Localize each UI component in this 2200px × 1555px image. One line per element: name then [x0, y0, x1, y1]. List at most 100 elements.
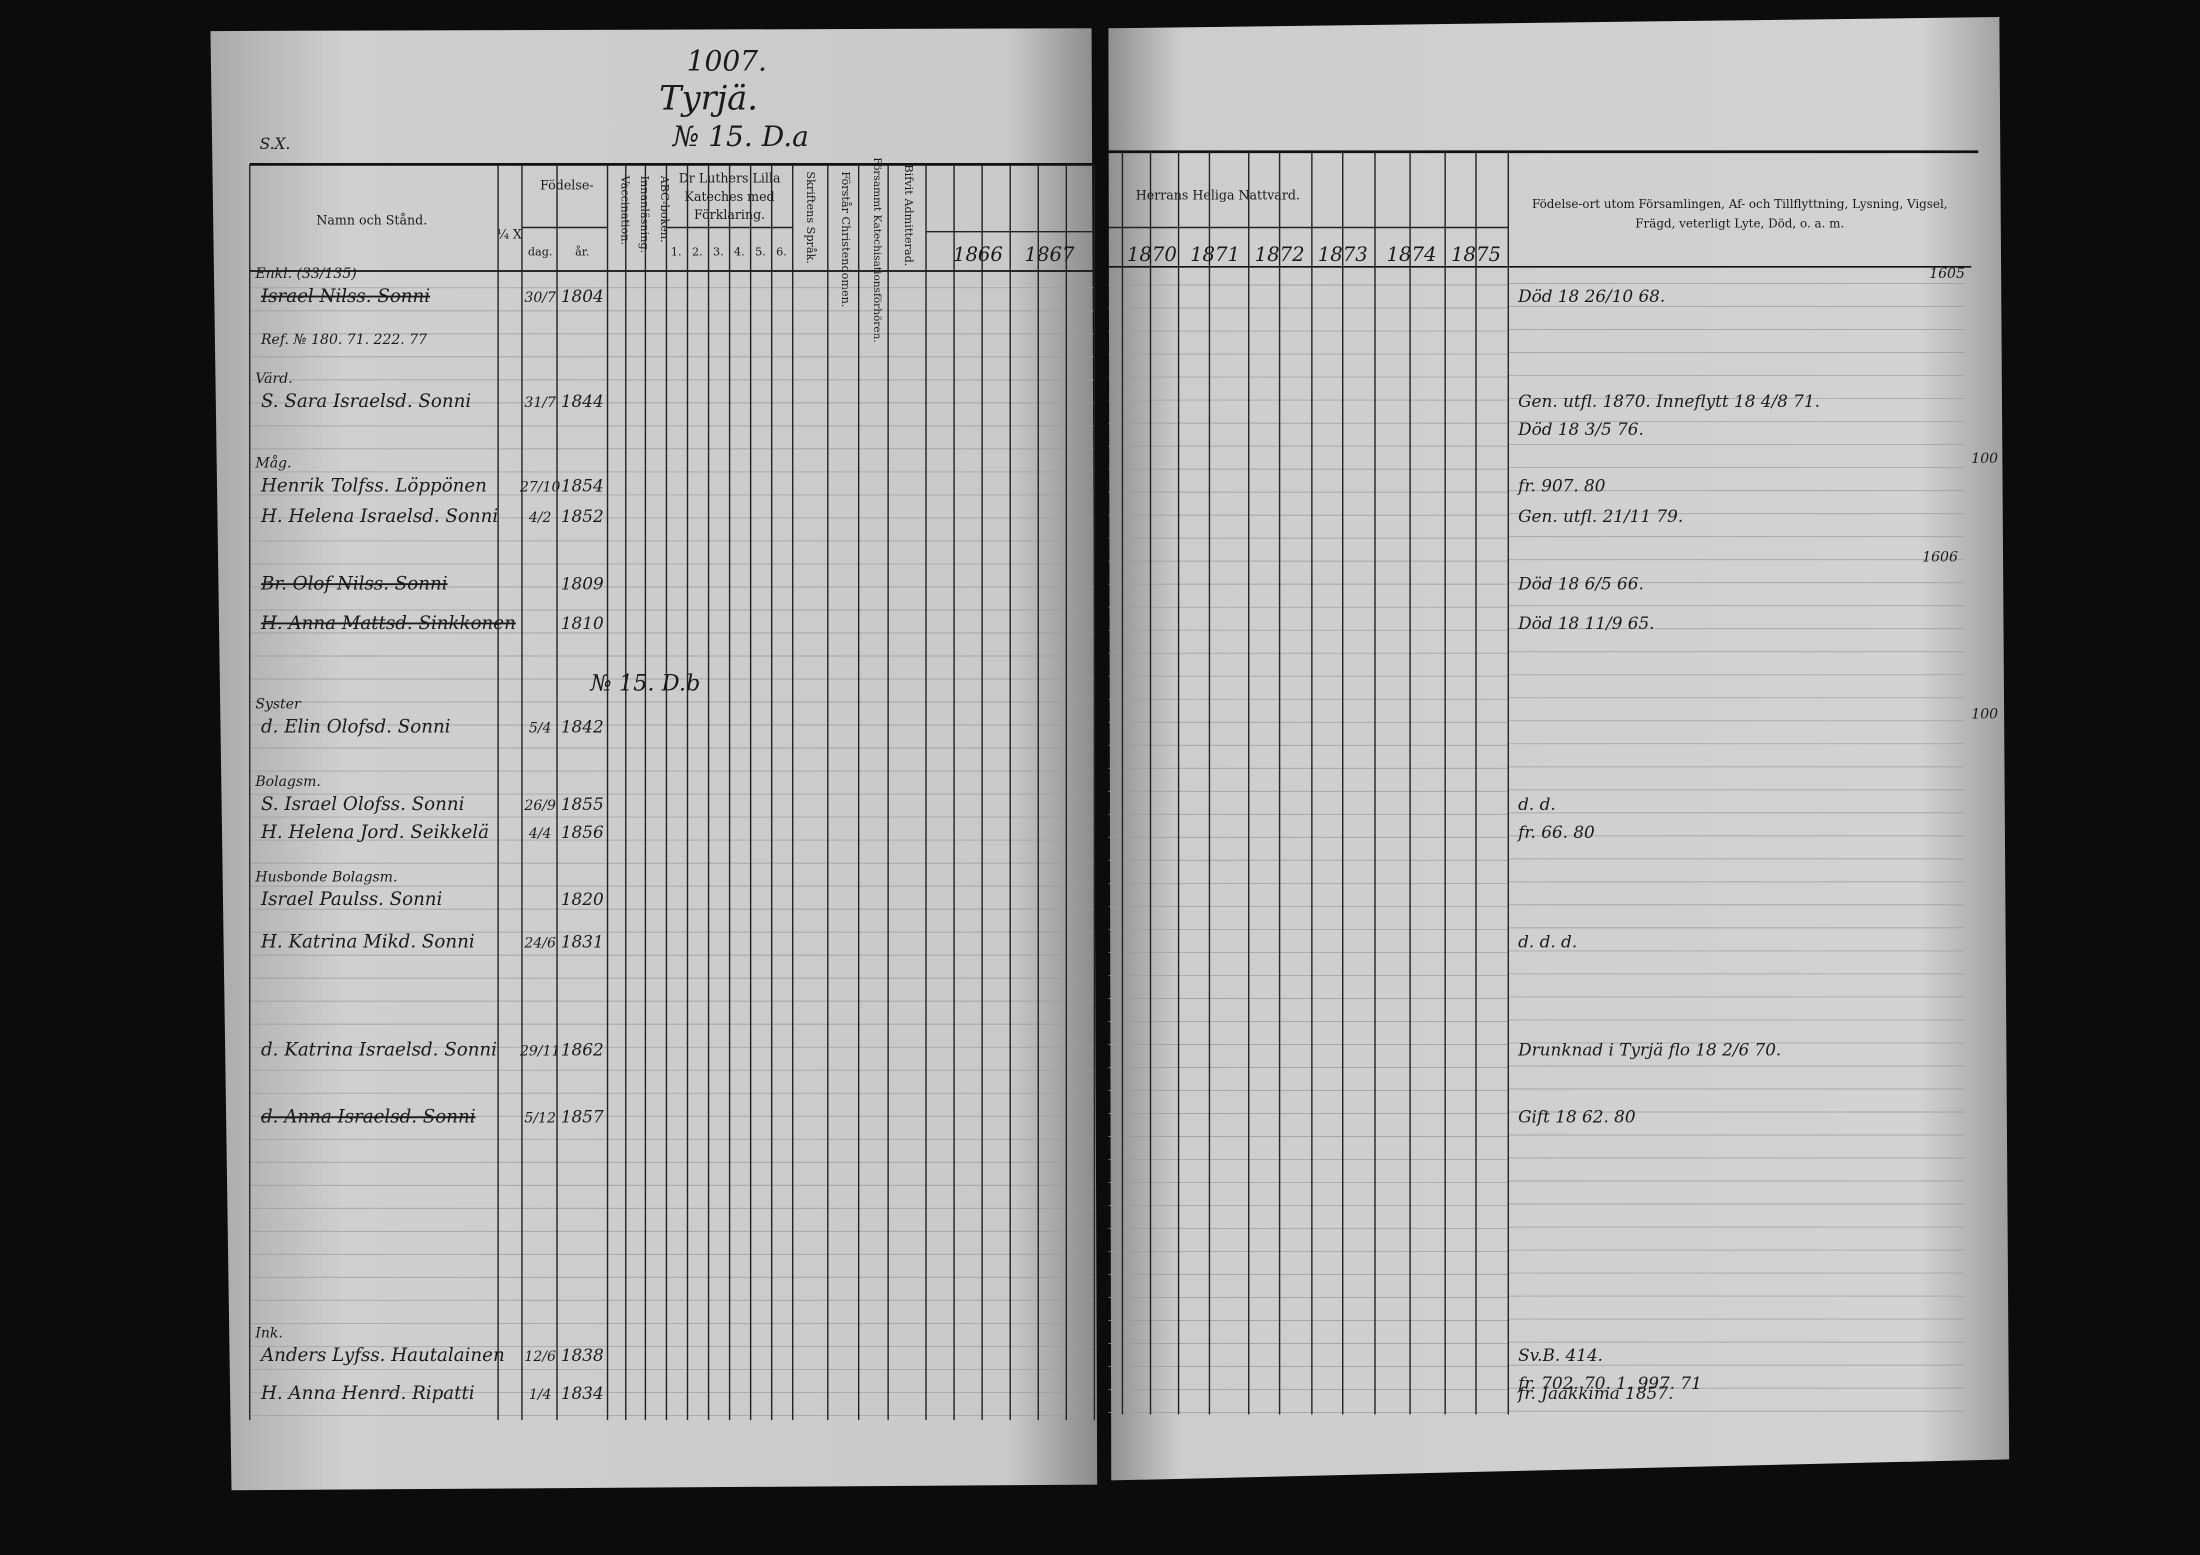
birth-day: 4/2 — [528, 510, 552, 526]
column-header: 1. — [671, 246, 682, 259]
person-name: S. Sara Israelsd. Sonni — [261, 391, 471, 412]
birth-day: 5/4 — [529, 721, 552, 737]
person-name: Israel Paulss. Sonni — [260, 889, 442, 910]
column-header: Herrans Heliga Nattvard. — [1136, 187, 1300, 202]
margin-number: 100 — [1971, 451, 1998, 467]
birth-year: 1862 — [561, 1039, 604, 1059]
column-header: Namn och Stånd. — [316, 213, 427, 228]
birth-year: 1856 — [561, 822, 604, 842]
birth-year: 1809 — [561, 573, 604, 593]
person-title: Värd. — [255, 371, 292, 387]
column-header: ABC-boken. — [658, 175, 671, 243]
year-header: 1866 — [953, 243, 1003, 266]
note: Död 18 11/9 65. — [1517, 613, 1654, 633]
margin-number: 100 — [1971, 707, 1998, 723]
person-name: Israel Nilss. Sonni — [260, 286, 430, 307]
column-header: Förstår Christendomen. — [839, 171, 852, 307]
person-title: Ink. — [254, 1325, 283, 1341]
birth-year: 1857 — [561, 1107, 604, 1127]
person-name: H. Helena Jord. Seikkelä — [260, 822, 489, 843]
birth-year: 1844 — [561, 391, 604, 411]
person-name: Anders Lyfss. Hautalainen — [259, 1345, 505, 1366]
note: Död 18 3/5 76. — [1517, 419, 1644, 439]
page-number: 1007. — [687, 44, 767, 77]
person-name: H. Helena Israelsd. Sonni — [260, 506, 498, 527]
note: Gen. utfl. 1870. Inneflytt 18 4/8 71. — [1518, 391, 1820, 411]
birth-year: 1855 — [561, 794, 604, 814]
birth-year: 1820 — [561, 889, 604, 909]
person-name: Henrik Tolfss. Löppönen — [260, 475, 487, 496]
person-name: d. Katrina Israelsd. Sonni — [261, 1039, 497, 1060]
year-header: 1867 — [1025, 243, 1075, 266]
year-header: 1874 — [1387, 243, 1437, 266]
margin-number: 1605 — [1929, 266, 1965, 282]
birth-year: 1854 — [561, 475, 604, 495]
column-header: 6. — [776, 246, 787, 259]
person-title: Syster — [255, 697, 302, 713]
column-header: 3. — [713, 246, 724, 259]
birth-day: 26/9 — [523, 798, 556, 814]
column-header: Bifvit Admitterad. — [902, 164, 915, 266]
note: Gen. utfl. 21/11 79. — [1518, 506, 1683, 526]
birth-day: 24/6 — [523, 935, 556, 951]
birth-year: 1842 — [561, 717, 604, 737]
note: Sv.B. 414. — [1518, 1345, 1603, 1365]
birth-day: 4/4 — [528, 826, 552, 842]
year-header: 1870 — [1127, 243, 1177, 266]
column-header: Frägd, veterligt Lyte, Död, o. a. m. — [1635, 217, 1844, 231]
note: Drunknad i Tyrjä flo 18 2/6 70. — [1517, 1039, 1781, 1059]
year-header: 1871 — [1190, 243, 1240, 266]
column-header: Försammt Katechisationsförhören. — [871, 157, 883, 342]
person-name: Br. Olof Nilss. Sonni — [260, 573, 448, 594]
column-header: 4. — [734, 246, 745, 259]
birth-year: 1804 — [561, 286, 604, 306]
birth-year: 1838 — [561, 1345, 604, 1365]
house-number: № 15. D.a — [672, 120, 809, 153]
right-page — [1108, 17, 2010, 1481]
note: d. d. — [1518, 794, 1556, 814]
column-header: Skriftens Språk. — [804, 171, 817, 264]
section-label: № 15. D.b — [589, 671, 700, 697]
birth-day: 31/7 — [524, 395, 556, 411]
column-header: Innanläsning. — [638, 176, 651, 254]
birth-day: 29/11 — [519, 1043, 560, 1059]
person-name: H. Anna Henrd. Ripatti — [260, 1383, 475, 1404]
margin-number: 1606 — [1922, 549, 1958, 565]
birth-day: 30/7 — [524, 290, 556, 306]
note: fr. 702. 70. 1. 997. 71 — [1516, 1373, 1702, 1393]
village: Tyrjä. — [659, 79, 758, 118]
column-header: dag. — [528, 246, 553, 259]
column-header: 5. — [755, 246, 766, 259]
person-name: d. Elin Olofsd. Sonni — [261, 717, 451, 738]
birth-day: 5/12 — [524, 1111, 556, 1127]
left-page — [210, 28, 1098, 1491]
person-title: Enkl. (33/135) — [254, 266, 356, 282]
column-header: 2. — [692, 246, 703, 259]
person-name: H. Anna Mattsd. Sinkkonen — [260, 613, 516, 634]
year-header: 1875 — [1451, 243, 1501, 266]
note: fr. 66. 80 — [1516, 822, 1595, 842]
person-title: Måg. — [254, 454, 291, 471]
birth-year: 1834 — [561, 1383, 604, 1403]
birth-year: 1810 — [561, 613, 604, 633]
birth-day: 27/10 — [519, 479, 560, 495]
note: Gift 18 62. 80 — [1518, 1107, 1636, 1127]
note: fr. 907. 80 — [1516, 475, 1606, 495]
year-header: 1872 — [1255, 243, 1305, 266]
person-name: Ref. № 180. 71. 222. 77 — [260, 332, 427, 348]
column-header: Födelse- — [540, 178, 593, 193]
column-header: år. — [575, 246, 589, 259]
year-header: 1873 — [1318, 243, 1368, 266]
birth-year: 1831 — [561, 931, 604, 951]
note: fr. Jaakkima 1857. — [1516, 1383, 1673, 1403]
column-header: ¼ X — [497, 227, 522, 242]
birth-year: 1852 — [561, 506, 604, 526]
corner-mark: S.X. — [260, 135, 291, 153]
person-name: S. Israel Olofss. Sonni — [261, 794, 464, 815]
birth-day: 1/4 — [529, 1387, 552, 1403]
person-title: Husbonde Bolagsm. — [254, 869, 397, 885]
note: Död 18 26/10 68. — [1517, 286, 1665, 306]
note: Död 18 6/5 66. — [1517, 573, 1644, 593]
person-name: d. Anna Israelsd. Sonni — [261, 1107, 476, 1128]
